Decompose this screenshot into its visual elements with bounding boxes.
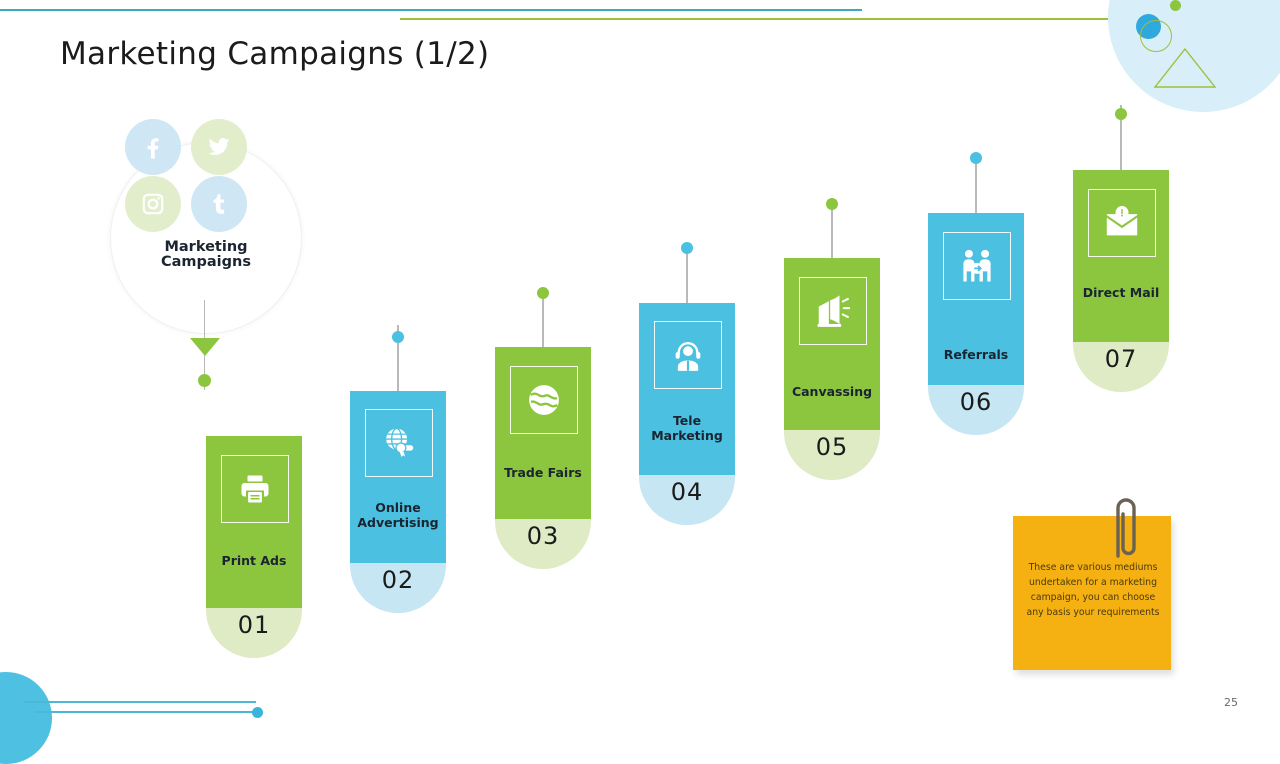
card-number: 07	[1104, 345, 1138, 373]
card-stem	[831, 200, 833, 258]
card-label: Tele Marketing	[651, 413, 723, 443]
envelope-icon	[1088, 189, 1156, 257]
card-stem-dot-icon	[826, 198, 838, 210]
card-label: Trade Fairs	[504, 465, 582, 480]
bottom-left-dot-icon	[252, 707, 263, 718]
card-stem	[542, 290, 544, 347]
bottom-left-rule-2	[34, 711, 260, 713]
card-stem-dot-icon	[537, 287, 549, 299]
card-label: Direct Mail	[1082, 285, 1160, 300]
card-label: Online Advertising	[357, 500, 439, 530]
card-number: 03	[526, 522, 560, 550]
campaign-card-06[interactable]: 06 Referrals	[928, 0, 1024, 720]
marketing-campaigns-hub	[110, 142, 302, 334]
printer-icon	[221, 455, 289, 523]
campaign-card-01[interactable]: 01 Print Ads	[206, 0, 302, 720]
two-people-icon	[943, 232, 1011, 300]
card-stem	[975, 155, 977, 213]
hub-dot-icon	[198, 374, 211, 387]
megaphone-icon	[799, 277, 867, 345]
top-right-triangle-icon	[1153, 47, 1217, 88]
card-number: 02	[381, 566, 415, 594]
card-number: 01	[237, 611, 271, 639]
campaign-card-07[interactable]: 07 Direct Mail	[1073, 0, 1169, 720]
instagram-icon[interactable]	[125, 176, 181, 232]
tumblr-icon[interactable]	[191, 176, 247, 232]
campaign-card-05[interactable]: 05 Canvassing	[784, 0, 880, 720]
sticky-note	[1013, 516, 1171, 670]
campaign-card-02[interactable]: 02 Online Advertising	[350, 0, 446, 720]
handshake-icon	[510, 366, 578, 434]
sticky-note-text: These are various mediums undertaken for…	[1026, 562, 1160, 619]
top-green-rule	[400, 18, 1260, 20]
card-stem-dot-icon	[392, 331, 404, 343]
campaign-card-04[interactable]: 04 Tele Marketing	[639, 0, 735, 720]
card-stem	[1120, 105, 1122, 170]
bottom-left-circle-decor	[0, 672, 52, 764]
card-stem	[397, 325, 399, 391]
card-stem-dot-icon	[970, 152, 982, 164]
top-right-ring-icon	[1140, 20, 1172, 52]
card-label: Canvassing	[791, 384, 873, 399]
twitter-icon[interactable]	[191, 119, 247, 175]
top-blue-rule	[0, 9, 862, 11]
hub-arrow-down-icon	[190, 338, 220, 356]
globe-search-icon	[365, 409, 433, 477]
card-stem-dot-icon	[681, 242, 693, 254]
card-stem-dot-icon	[1115, 108, 1127, 120]
card-number: 04	[670, 478, 704, 506]
card-body[interactable]	[639, 303, 735, 475]
page-number: 25	[1224, 696, 1238, 709]
facebook-icon[interactable]	[125, 119, 181, 175]
hub-label: Marketing Campaigns	[160, 239, 251, 271]
bottom-left-rule-1	[24, 701, 256, 703]
card-label: Referrals	[943, 347, 1009, 362]
card-stem	[686, 245, 688, 303]
campaign-card-03[interactable]: 03 Trade Fairs	[495, 0, 591, 720]
card-number: 05	[815, 433, 849, 461]
card-label: Print Ads	[221, 553, 287, 568]
top-right-green-dot-icon	[1170, 0, 1181, 11]
headset-agent-icon	[654, 321, 722, 389]
page-title: Marketing Campaigns (1/2)	[60, 36, 490, 72]
paperclip-icon	[1104, 492, 1144, 567]
card-body[interactable]	[350, 391, 446, 563]
card-number: 06	[959, 388, 993, 416]
